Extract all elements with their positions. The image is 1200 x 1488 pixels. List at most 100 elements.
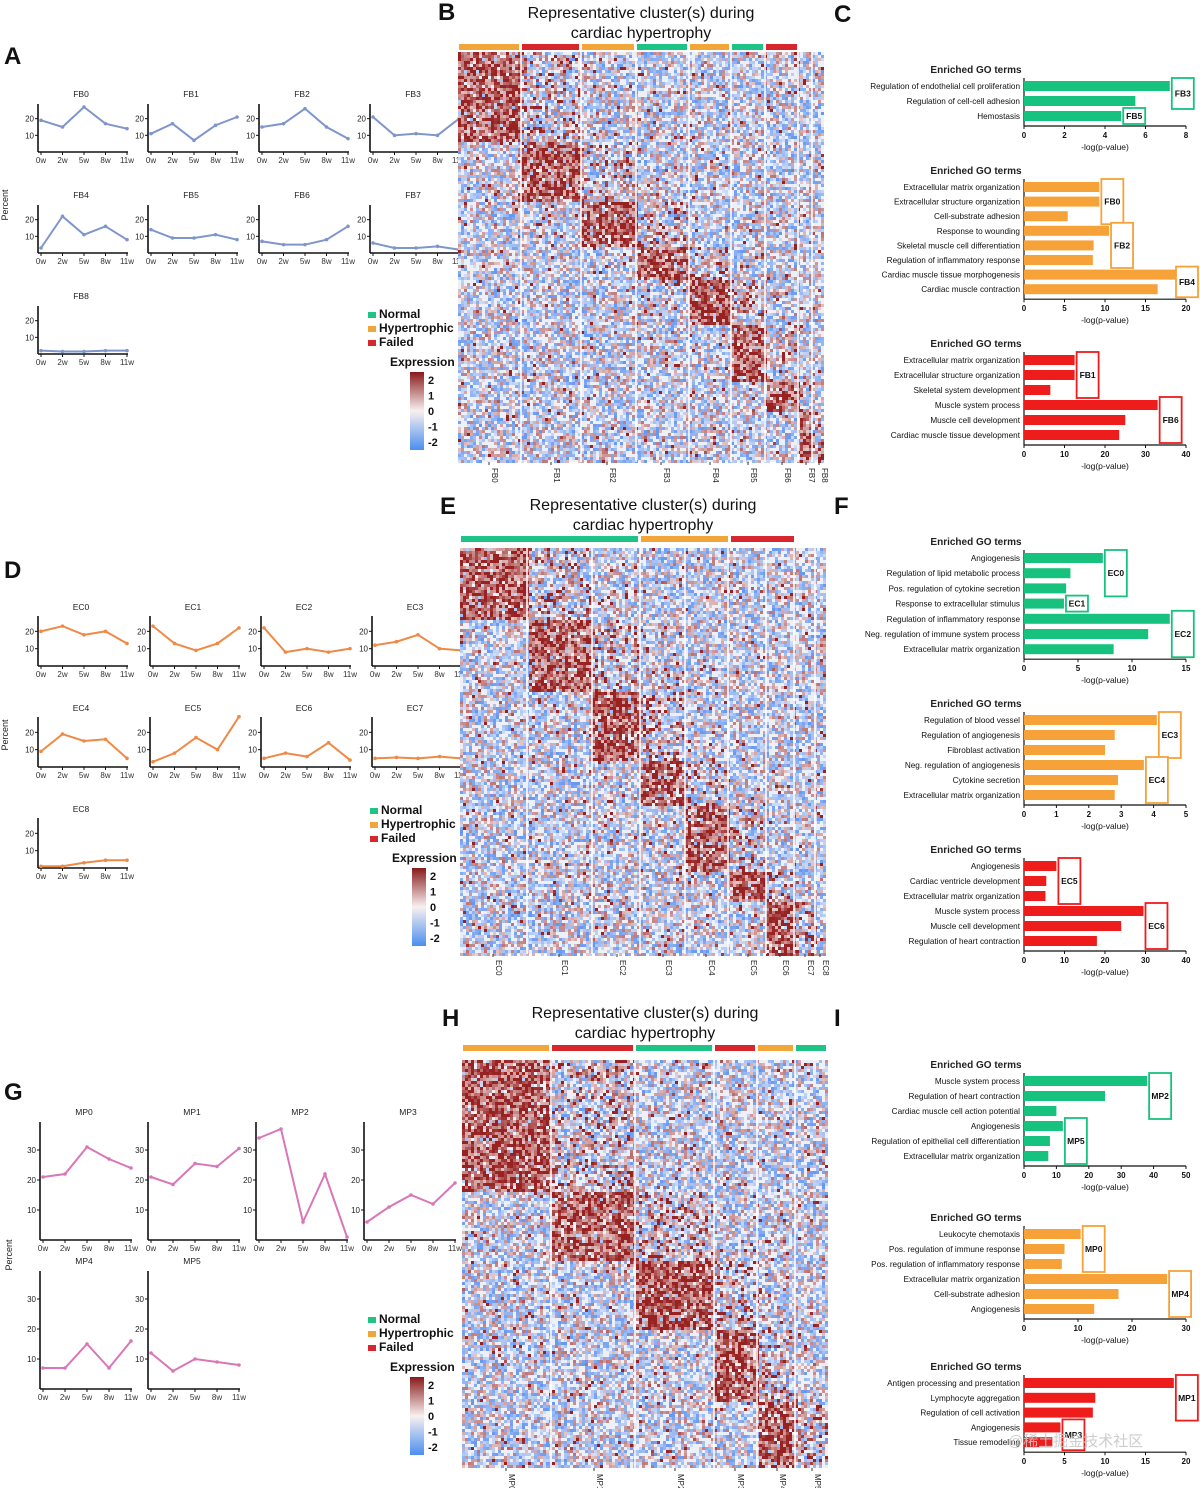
heatmap-cell — [494, 64, 497, 67]
heatmap-cell — [776, 103, 779, 106]
heatmap-cell — [692, 109, 695, 112]
heatmap-cell — [587, 130, 590, 133]
heatmap-cell — [734, 121, 737, 124]
heatmap-cell — [602, 100, 605, 103]
heatmap-cell — [734, 94, 737, 97]
heatmap-cell — [587, 145, 590, 148]
heatmap-cell — [470, 58, 473, 61]
heatmap-cell — [485, 64, 488, 67]
heatmap-cell — [743, 133, 746, 136]
heatmap-cell — [722, 145, 725, 148]
heatmap-cell — [590, 103, 593, 106]
heatmap-cell — [722, 100, 725, 103]
heatmap-cell — [794, 88, 797, 91]
heatmap-cell — [767, 94, 770, 97]
heatmap-cell — [641, 121, 644, 124]
heatmap-cell — [659, 91, 662, 94]
heatmap-cell — [653, 79, 656, 82]
heatmap-cell — [761, 94, 764, 97]
heatmap-cell — [539, 109, 542, 112]
heatmap-cell — [653, 55, 656, 58]
heatmap-cell — [818, 97, 821, 100]
heatmap-cell — [542, 142, 545, 145]
heatmap-cell — [698, 67, 701, 70]
heatmap-cell — [782, 64, 785, 67]
heatmap-cell — [650, 58, 653, 61]
heatmap-cell — [695, 130, 698, 133]
heatmap-cell — [695, 127, 698, 130]
heatmap-cell — [545, 85, 548, 88]
x-tick-label: 0w — [38, 1393, 48, 1402]
heatmap-title-line-1: Representative cluster(s) during — [528, 5, 755, 22]
heatmap-cell — [476, 82, 479, 85]
y-tick-label: 20 — [135, 216, 144, 225]
data-point — [215, 1360, 219, 1364]
heatmap-cell — [530, 100, 533, 103]
heatmap-cell — [674, 139, 677, 142]
data-point — [436, 245, 440, 249]
x-tick-label: 0w — [38, 1244, 48, 1253]
heatmap-cell — [491, 133, 494, 136]
heatmap-cell — [698, 142, 701, 145]
heatmap-cell — [668, 100, 671, 103]
y-tick-label: 10 — [25, 232, 34, 241]
heatmap-cell — [485, 136, 488, 139]
heatmap-cell — [608, 136, 611, 139]
plot-title: EC7 — [407, 703, 424, 713]
heatmap-cell — [464, 124, 467, 127]
data-point — [149, 132, 153, 136]
heatmap-cell — [506, 64, 509, 67]
heatmap-cell — [761, 142, 764, 145]
heatmap-cell — [653, 70, 656, 73]
heatmap-cell — [485, 76, 488, 79]
heatmap-cell — [560, 121, 563, 124]
heatmap-cell — [566, 118, 569, 121]
heatmap-cell — [575, 52, 578, 55]
heatmap-cell — [749, 91, 752, 94]
heatmap-cell — [605, 91, 608, 94]
heatmap-cell — [749, 145, 752, 148]
data-point — [193, 1162, 197, 1166]
heatmap-cell — [791, 85, 794, 88]
heatmap-cell — [818, 91, 821, 94]
x-tick-label: 8w — [321, 257, 331, 266]
heatmap-cell — [779, 124, 782, 127]
heatmap-cell — [719, 79, 722, 82]
heatmap-cell — [611, 133, 614, 136]
heatmap-cell — [596, 106, 599, 109]
heatmap-cell — [527, 133, 530, 136]
x-tick-label: 8w — [428, 1244, 438, 1253]
heatmap-cell — [542, 85, 545, 88]
heatmap-cell — [506, 76, 509, 79]
heatmap-cell — [542, 139, 545, 142]
heatmap-cell — [665, 91, 668, 94]
heatmap-cell — [716, 130, 719, 133]
heatmap-cell — [629, 94, 632, 97]
heatmap-cell — [683, 145, 686, 148]
heatmap-cell — [482, 61, 485, 64]
plot-title: EC4 — [73, 703, 90, 713]
heatmap-cell — [476, 130, 479, 133]
heatmap-cell — [527, 61, 530, 64]
data-point — [149, 228, 153, 232]
heatmap-cell — [485, 85, 488, 88]
heatmap-cell — [644, 127, 647, 130]
heatmap-cell — [623, 115, 626, 118]
heatmap-cell — [500, 118, 503, 121]
y-tick-label: 30 — [135, 1146, 144, 1155]
heatmap-cell — [788, 85, 791, 88]
heatmap-cell — [551, 79, 554, 82]
heatmap-cell — [614, 76, 617, 79]
heatmap-cell — [782, 58, 785, 61]
heatmap-cell — [803, 139, 806, 142]
heatmap-cell — [620, 55, 623, 58]
heatmap-cell — [815, 94, 818, 97]
heatmap-cell — [761, 55, 764, 58]
heatmap-cell — [734, 118, 737, 121]
heatmap-cell — [803, 100, 806, 103]
heatmap-cell — [557, 145, 560, 148]
heatmap-cell — [587, 121, 590, 124]
heatmap-cell — [695, 112, 698, 115]
heatmap-cell — [704, 61, 707, 64]
heatmap-cell — [608, 61, 611, 64]
